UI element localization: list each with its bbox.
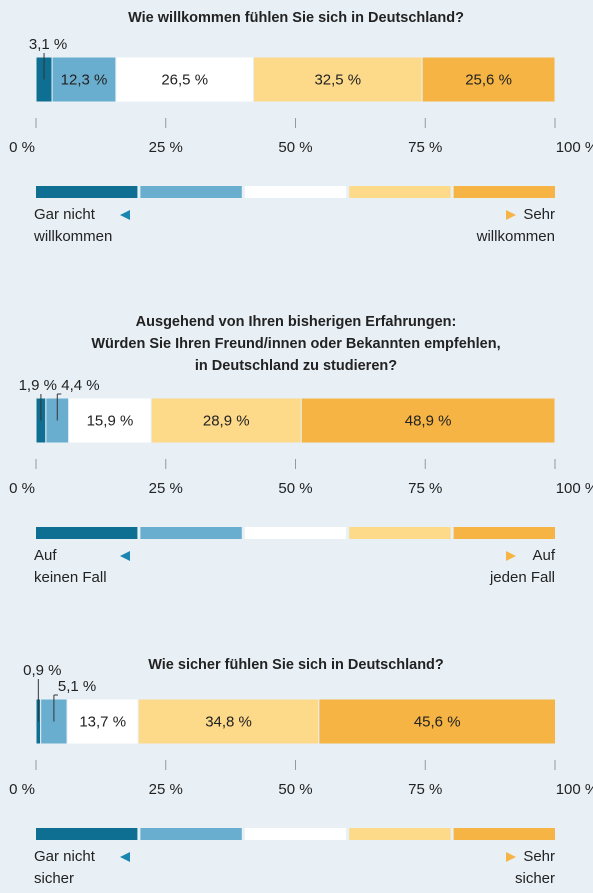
legend-swatch — [36, 527, 138, 539]
scale-label: Gar nicht — [34, 848, 96, 865]
bar-segment — [66, 698, 139, 745]
legend-swatch — [453, 186, 555, 198]
bar-segment — [51, 56, 117, 103]
value-label: 5,1 % — [58, 678, 96, 695]
value-label: 15,9 % — [87, 412, 134, 429]
legend-swatch — [349, 186, 451, 198]
chart-title: in Deutschland zu studieren? — [195, 358, 397, 374]
scale-label: sicher — [34, 870, 74, 887]
x-tick-label: 0 % — [9, 781, 35, 798]
legend-swatch — [140, 828, 242, 840]
arrow-head — [120, 551, 130, 561]
scale-label: willkommen — [476, 228, 555, 245]
scale-label: sicher — [515, 870, 555, 887]
scale-label: Sehr — [523, 206, 555, 223]
chart-title: Wie sicher fühlen Sie sich in Deutschlan… — [148, 657, 444, 673]
chart-title: Wie willkommen fühlen Sie sich in Deutsc… — [128, 10, 464, 26]
value-label: 0,9 % — [23, 662, 61, 679]
x-tick-label: 50 % — [278, 781, 312, 798]
value-label: 48,9 % — [405, 412, 452, 429]
arrow-head — [506, 551, 516, 561]
legend-swatch — [140, 186, 242, 198]
x-tick-label: 100 % — [556, 781, 593, 798]
legend-swatch — [453, 828, 555, 840]
x-tick-label: 50 % — [278, 480, 312, 497]
scale-label: Gar nicht — [34, 206, 96, 223]
value-label: 45,6 % — [414, 713, 461, 730]
x-tick-label: 50 % — [278, 139, 312, 156]
scale-label: Sehr — [523, 848, 555, 865]
x-tick-label: 25 % — [149, 480, 183, 497]
bar-segment — [68, 397, 152, 444]
legend-swatch — [244, 828, 347, 840]
legend-swatch — [453, 527, 555, 539]
scale-label: Auf — [532, 547, 555, 564]
x-tick-label: 75 % — [408, 781, 442, 798]
value-label: 25,6 % — [465, 71, 512, 88]
bar-segment — [318, 698, 557, 745]
bar-segment — [421, 56, 556, 103]
bar-segment — [115, 56, 254, 103]
x-tick-label: 25 % — [149, 139, 183, 156]
x-tick-label: 75 % — [408, 480, 442, 497]
bar-segment — [300, 397, 556, 444]
legend-swatch — [349, 828, 451, 840]
scale-label: willkommen — [33, 228, 112, 245]
x-tick-label: 0 % — [9, 139, 35, 156]
scale-label: keinen Fall — [34, 569, 107, 586]
value-label: 13,7 % — [79, 713, 126, 730]
arrow-head — [120, 210, 130, 220]
scale-label: jeden Fall — [489, 569, 555, 586]
x-tick-label: 75 % — [408, 139, 442, 156]
arrow-head — [506, 852, 516, 862]
x-tick-label: 0 % — [9, 480, 35, 497]
value-label: 32,5 % — [314, 71, 361, 88]
value-label: 26,5 % — [161, 71, 208, 88]
value-label: 1,9 % — [19, 377, 57, 394]
x-tick-label: 100 % — [556, 139, 593, 156]
bar-segment — [137, 698, 320, 745]
value-label: 3,1 % — [29, 36, 67, 53]
x-tick-label: 100 % — [556, 480, 593, 497]
chart-title: Würden Sie Ihren Freund/innen oder Bekan… — [91, 336, 500, 352]
value-label: 4,4 % — [61, 377, 99, 394]
arrow-head — [120, 852, 130, 862]
legend-swatch — [36, 186, 138, 198]
scale-label: Auf — [34, 547, 57, 564]
chart-title: Ausgehend von Ihren bisherigen Erfahrung… — [136, 314, 457, 330]
legend-swatch — [244, 186, 347, 198]
value-label: 28,9 % — [203, 412, 250, 429]
value-label: 34,8 % — [205, 713, 252, 730]
bar-segment — [252, 56, 423, 103]
legend-swatch — [140, 527, 242, 539]
legend-swatch — [349, 527, 451, 539]
arrow-head — [506, 210, 516, 220]
x-tick-label: 25 % — [149, 781, 183, 798]
value-label: 12,3 % — [61, 71, 108, 88]
legend-swatch — [36, 828, 138, 840]
legend-swatch — [244, 527, 347, 539]
bar-segment — [150, 397, 302, 444]
